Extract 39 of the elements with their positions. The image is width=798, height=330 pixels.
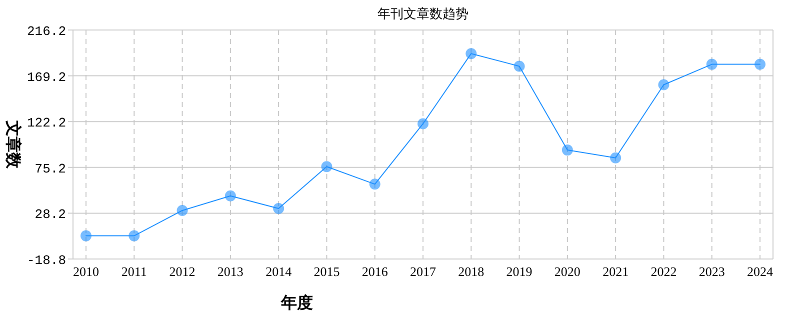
point — [128, 230, 140, 242]
x-tick-label: 2015 — [314, 264, 340, 279]
point — [418, 118, 428, 130]
x-tick-label: 2011 — [121, 264, 147, 279]
point — [466, 48, 477, 60]
y-tick-label: 28.2 — [34, 207, 66, 222]
x-tick-label: 2012 — [169, 264, 196, 279]
point — [80, 230, 92, 242]
x-tick-label: 2020 — [554, 264, 580, 279]
y-tick-label: 75.2 — [34, 161, 66, 176]
x-tick-label: 2019 — [506, 264, 532, 279]
point — [176, 204, 188, 216]
point — [562, 144, 573, 156]
x-tick-label: 2016 — [362, 264, 388, 279]
x-tick-label: 2014 — [266, 264, 292, 279]
point — [610, 152, 622, 164]
point — [369, 178, 380, 190]
x-tick-label: 2013 — [217, 264, 244, 279]
y-tick-label: 169.2 — [26, 70, 66, 85]
x-tick-label: 2022 — [650, 264, 677, 279]
point — [706, 58, 718, 70]
point — [224, 190, 236, 202]
x-tick-label: 2021 — [602, 264, 629, 279]
x-tick-label: 2024 — [747, 264, 774, 279]
x-tick-label: 2018 — [458, 264, 484, 279]
y-tick-label: 216.2 — [26, 24, 66, 39]
y-axis-title: 文章数 — [4, 120, 22, 170]
y-tick-label: 122.2 — [26, 116, 66, 131]
x-tick-label: 2017 — [410, 264, 436, 279]
x-axis-title: 年度 — [280, 293, 313, 312]
chart-title: 年刊文章数趋势 — [378, 6, 468, 21]
x-tick-label: 2010 — [73, 264, 99, 279]
point — [321, 161, 332, 172]
y-tick-label: -18.8 — [26, 253, 66, 268]
point — [514, 60, 525, 72]
point — [754, 58, 766, 70]
x-tick-label: 2023 — [698, 264, 725, 279]
point — [273, 203, 284, 214]
point — [658, 79, 670, 90]
